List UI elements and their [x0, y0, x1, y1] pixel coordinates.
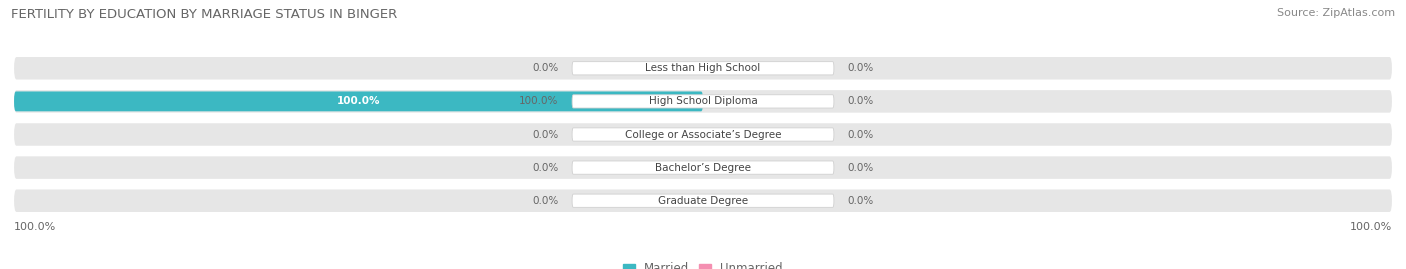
- FancyBboxPatch shape: [14, 156, 1392, 179]
- FancyBboxPatch shape: [14, 90, 1392, 113]
- Legend: Married, Unmarried: Married, Unmarried: [619, 258, 787, 269]
- Text: 0.0%: 0.0%: [848, 162, 875, 173]
- FancyBboxPatch shape: [572, 128, 834, 141]
- Text: 0.0%: 0.0%: [848, 96, 875, 107]
- Text: 0.0%: 0.0%: [848, 129, 875, 140]
- Text: 100.0%: 100.0%: [14, 222, 56, 232]
- Text: Bachelor’s Degree: Bachelor’s Degree: [655, 162, 751, 173]
- Text: 0.0%: 0.0%: [531, 129, 558, 140]
- Text: FERTILITY BY EDUCATION BY MARRIAGE STATUS IN BINGER: FERTILITY BY EDUCATION BY MARRIAGE STATU…: [11, 8, 398, 21]
- Text: High School Diploma: High School Diploma: [648, 96, 758, 107]
- Text: Source: ZipAtlas.com: Source: ZipAtlas.com: [1277, 8, 1395, 18]
- Text: 100.0%: 100.0%: [1350, 222, 1392, 232]
- FancyBboxPatch shape: [572, 194, 834, 207]
- Text: College or Associate’s Degree: College or Associate’s Degree: [624, 129, 782, 140]
- Text: 0.0%: 0.0%: [848, 196, 875, 206]
- FancyBboxPatch shape: [14, 189, 1392, 212]
- Text: Less than High School: Less than High School: [645, 63, 761, 73]
- FancyBboxPatch shape: [14, 91, 703, 111]
- Text: 100.0%: 100.0%: [519, 96, 558, 107]
- FancyBboxPatch shape: [14, 57, 1392, 80]
- Text: 0.0%: 0.0%: [531, 63, 558, 73]
- FancyBboxPatch shape: [572, 161, 834, 174]
- FancyBboxPatch shape: [572, 95, 834, 108]
- Text: 0.0%: 0.0%: [848, 63, 875, 73]
- Text: Graduate Degree: Graduate Degree: [658, 196, 748, 206]
- FancyBboxPatch shape: [572, 62, 834, 75]
- Text: 0.0%: 0.0%: [531, 196, 558, 206]
- FancyBboxPatch shape: [14, 123, 1392, 146]
- Text: 100.0%: 100.0%: [337, 96, 380, 107]
- Text: 0.0%: 0.0%: [531, 162, 558, 173]
